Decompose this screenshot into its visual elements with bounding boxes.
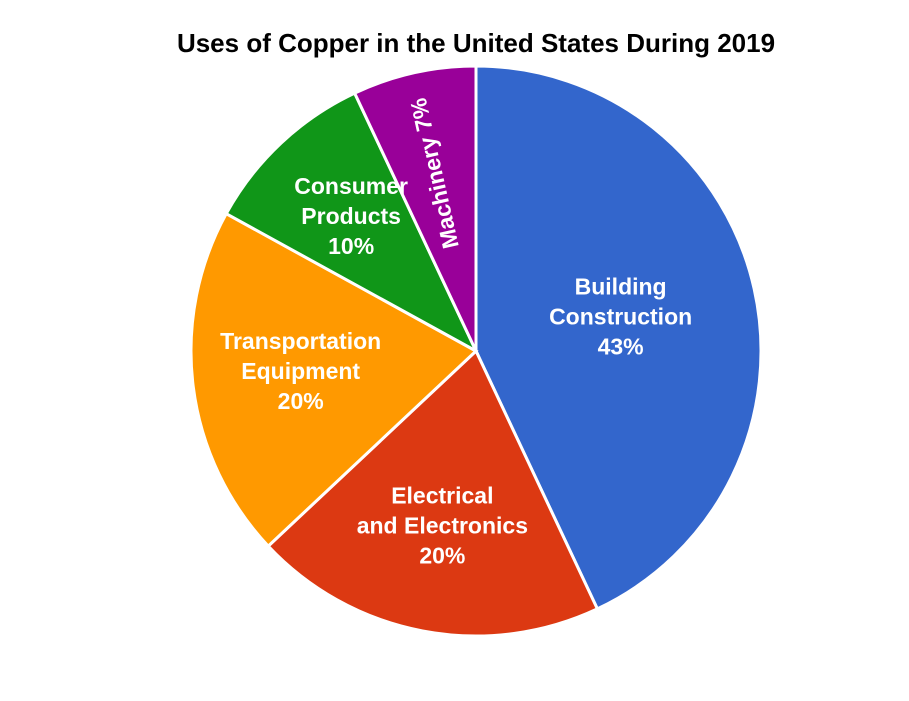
slice-label-line: Equipment: [241, 358, 360, 384]
slice-label-line: Construction: [549, 304, 692, 330]
slice-label-line: and Electronics: [357, 512, 528, 538]
slice-label: Transportation Equipment 20%: [220, 328, 381, 414]
slice-label-line: 43%: [598, 334, 644, 360]
slice-label-line: 10%: [328, 233, 374, 259]
pie-slice: [224, 91, 480, 355]
slice-label-line: Electrical: [391, 482, 493, 508]
slice-label-line: Building: [575, 274, 667, 300]
slice-label: Building Construction 43%: [549, 274, 692, 360]
chart-title: Uses of Copper in the United States Duri…: [177, 28, 775, 58]
pie-slice: [266, 348, 600, 638]
slice-label: Consumer Products 10%: [294, 173, 408, 259]
pie-slice: [474, 64, 763, 611]
slice-label-line: 20%: [419, 542, 465, 568]
slice-label: Electrical and Electronics 20%: [357, 482, 528, 568]
slice-label-line: Transportation: [220, 328, 381, 354]
pie-labels: Building Construction 43% Electrical and Ele…: [220, 96, 692, 569]
slice-label-line: 20%: [278, 388, 324, 414]
slice-label-line: Consumer: [294, 173, 408, 199]
pie-slice: [352, 64, 478, 352]
slice-label-line: Products: [301, 203, 401, 229]
pie-slices: [189, 64, 763, 638]
pie-slice: [189, 211, 479, 549]
